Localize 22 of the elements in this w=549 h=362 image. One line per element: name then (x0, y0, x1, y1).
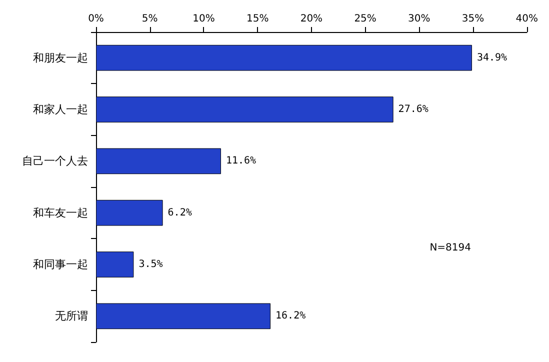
data-label: 11.6% (226, 156, 256, 167)
x-tick-label: 0% (88, 14, 104, 24)
data-label: 16.2% (276, 310, 306, 322)
x-tick-label: 40% (516, 14, 538, 24)
x-tick-label: 25% (354, 14, 376, 24)
y-tick-label: 和车友一起 (33, 206, 88, 220)
x-tick-label: 35% (462, 14, 484, 24)
x-tick-label: 30% (408, 14, 430, 24)
x-tick-label: 20% (300, 14, 323, 24)
y-tick-label: 和朋友一起 (33, 51, 88, 64)
annotation: N=8194 (430, 242, 472, 254)
data-label: 6.2% (168, 207, 192, 218)
y-tick-label: 无所谓 (55, 310, 88, 323)
y-tick-label: 和同事一起 (33, 258, 88, 271)
y-tick-label: 自己一个人去 (22, 154, 88, 168)
data-label: 34.9% (476, 52, 508, 64)
x-tick-label: 10% (192, 14, 215, 24)
data-label: 3.5% (138, 259, 163, 270)
x-tick-label: 5% (142, 14, 158, 24)
data-label: 27.6% (398, 104, 428, 115)
x-tick-label: 15% (246, 14, 269, 24)
y-tick-label: 和家人一起 (33, 103, 88, 116)
